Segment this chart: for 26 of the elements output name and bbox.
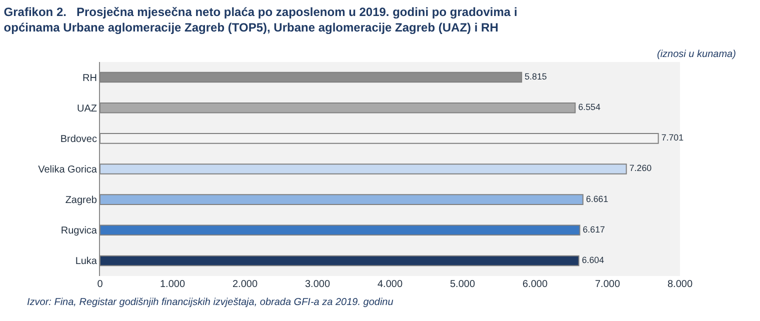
- y-tick-label: Luka: [75, 256, 98, 268]
- data-label: 6.661: [586, 194, 608, 204]
- data-label: 6.617: [582, 224, 606, 234]
- data-label: 7.701: [661, 132, 684, 143]
- x-tick-label: 2.000: [232, 279, 258, 290]
- x-tick-label: 4.000: [377, 279, 403, 290]
- y-tick-label: RH: [82, 72, 97, 84]
- x-tick-label: 0: [97, 279, 104, 290]
- x-tick-label: 7.000: [594, 279, 620, 290]
- x-tick-label: 1.000: [160, 279, 186, 290]
- data-label: 5.815: [524, 72, 547, 82]
- y-tick-label: Velika Gorica: [38, 164, 98, 176]
- data-label: 6.604: [582, 254, 604, 265]
- y-tick-label: Zagreb: [65, 195, 98, 206]
- chart-subtitle: (iznosi u kunama): [657, 49, 736, 60]
- x-tick-label: 3.000: [304, 279, 330, 290]
- data-label: 7.260: [629, 163, 652, 174]
- x-tick-label: 8.000: [667, 279, 693, 290]
- x-tick-label: 5.000: [450, 279, 476, 290]
- x-tick-label: 6.000: [522, 279, 548, 290]
- y-tick-label: Rugvica: [60, 226, 98, 237]
- chart-title: Grafikon 2. Prosječna mjesečna neto plaća po zaposlenom u 2019. godini po gradovima i općinama Urbane aglomeracije Zagreb (TOP5), Urbane aglomeracije Zagreb (UAZ) i RH: [4, 5, 518, 35]
- y-tick-label: Brdovec: [60, 134, 97, 145]
- text: Izvor: Fina, Registar godišnjih financijskih izvještaja, obrada GFI-a za 2019. godinu: [27, 297, 394, 308]
- y-tick-label: UAZ: [77, 103, 97, 114]
- data-label: 6.554: [578, 102, 600, 112]
